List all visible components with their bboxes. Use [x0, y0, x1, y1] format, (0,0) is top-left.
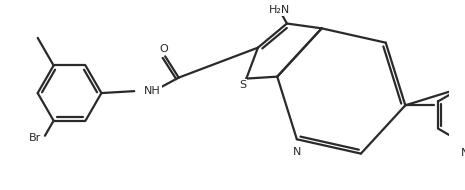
Text: NH: NH: [144, 86, 161, 96]
Text: N: N: [292, 147, 301, 157]
Text: N: N: [461, 148, 465, 158]
Text: O: O: [159, 44, 167, 54]
Text: H₂N: H₂N: [269, 5, 290, 15]
Text: Br: Br: [29, 133, 41, 143]
Text: S: S: [239, 80, 246, 90]
